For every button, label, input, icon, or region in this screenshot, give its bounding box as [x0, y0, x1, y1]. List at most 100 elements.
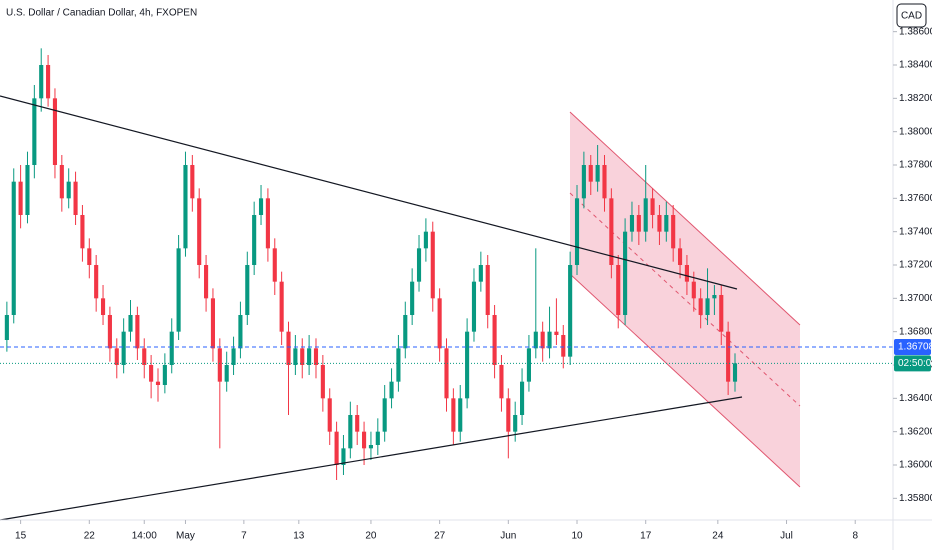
currency-button[interactable] [896, 3, 927, 28]
candle-body [485, 265, 490, 315]
x-tick-label: 14:00 [132, 531, 157, 542]
candle-body [458, 398, 463, 432]
candle-body [732, 363, 738, 382]
chart-title: U.S. Dollar / Canadian Dollar, 4h, FXOPE… [6, 8, 197, 19]
candle-body [59, 165, 64, 199]
candle-body [300, 348, 305, 365]
candle-body [87, 248, 92, 265]
candle-body [176, 248, 181, 332]
y-tick-label: 1.36800 [899, 326, 932, 337]
candle-body [197, 198, 202, 265]
candle-body [327, 398, 332, 432]
channel-bottom [569, 273, 801, 488]
x-tick-label: 10 [571, 531, 583, 542]
candle-body [162, 365, 167, 385]
x-tick-label: 20 [365, 531, 377, 542]
candle-body [368, 445, 373, 449]
candle-body [650, 198, 655, 215]
candle-body [18, 181, 23, 215]
candle-body [258, 198, 264, 215]
candle-body [609, 198, 614, 265]
candle-body [547, 331, 552, 349]
candle-body [389, 381, 394, 399]
candle-body [616, 265, 621, 315]
candle-body [32, 98, 37, 165]
candle-body [149, 365, 154, 382]
candle-body [430, 231, 435, 299]
candle-body [4, 315, 9, 340]
candle-body [444, 348, 449, 399]
y-tick-label: 1.37200 [899, 260, 932, 271]
candle-body [588, 165, 593, 182]
candle-body [204, 265, 209, 299]
candle-body [245, 265, 250, 315]
candle-body [307, 348, 312, 365]
candle-body [416, 248, 422, 282]
candle-body [155, 381, 161, 385]
y-tick-label: 1.37600 [899, 193, 932, 204]
currency-label[interactable]: CAD [901, 11, 922, 22]
candle-body [691, 281, 696, 299]
candle-body [437, 298, 442, 349]
candle-body [107, 315, 112, 349]
candle-body [39, 65, 44, 99]
x-tick-label: 15 [15, 531, 27, 542]
candle-body [643, 198, 648, 232]
candle-body [190, 165, 195, 199]
x-tick-label: May [176, 531, 195, 542]
candle-body [451, 398, 456, 432]
x-tick-label: 24 [712, 531, 724, 542]
candle-body [677, 248, 683, 265]
candle-body [334, 431, 339, 465]
trend-line [0, 396, 743, 521]
y-tick-label: 1.35800 [899, 493, 932, 504]
y-tick-label: 1.36000 [899, 460, 932, 471]
candle-body [581, 165, 586, 199]
candle-body [540, 331, 545, 349]
candle-body [465, 331, 470, 399]
candle-body [94, 265, 99, 299]
candle-body [183, 165, 188, 249]
candle-body [506, 398, 511, 432]
candle-body [423, 231, 428, 249]
candle-body [252, 215, 257, 265]
candle-body [100, 298, 106, 315]
candle-body [320, 365, 325, 399]
candle-body [698, 298, 703, 315]
candle-body [11, 181, 16, 315]
candle-body [533, 331, 538, 349]
y-tick-label: 1.38200 [899, 93, 932, 104]
countdown-box [894, 355, 931, 372]
x-tick-label: 27 [434, 531, 446, 542]
x-tick-label: Jul [780, 531, 793, 542]
candle-body [46, 65, 51, 99]
y-tick-label: 1.37000 [899, 293, 932, 304]
candle-body [492, 315, 497, 365]
candle-body [128, 315, 133, 332]
candle-body [396, 348, 401, 382]
channel-top [569, 111, 801, 326]
candle-body [410, 281, 415, 315]
candle-body [554, 331, 559, 335]
candle-body [341, 448, 346, 465]
candle-body [231, 348, 236, 365]
candle-body [217, 348, 222, 382]
candle-body [362, 431, 367, 449]
candle-body [684, 265, 689, 282]
candle-body [73, 181, 78, 215]
candle-body [664, 215, 669, 232]
candle-body [265, 198, 270, 249]
candle-body [403, 315, 408, 349]
candle-body [623, 231, 628, 315]
candle-body [499, 365, 504, 399]
candle-body [210, 298, 216, 349]
hline-label: 1.36708 [898, 342, 932, 353]
candle-body [568, 265, 573, 357]
candle-body [25, 165, 30, 215]
candle-body [279, 281, 284, 332]
candle-body [471, 281, 477, 332]
channel-fill [570, 112, 800, 487]
y-tick-label: 1.37800 [899, 160, 932, 171]
candle-body [561, 335, 566, 357]
